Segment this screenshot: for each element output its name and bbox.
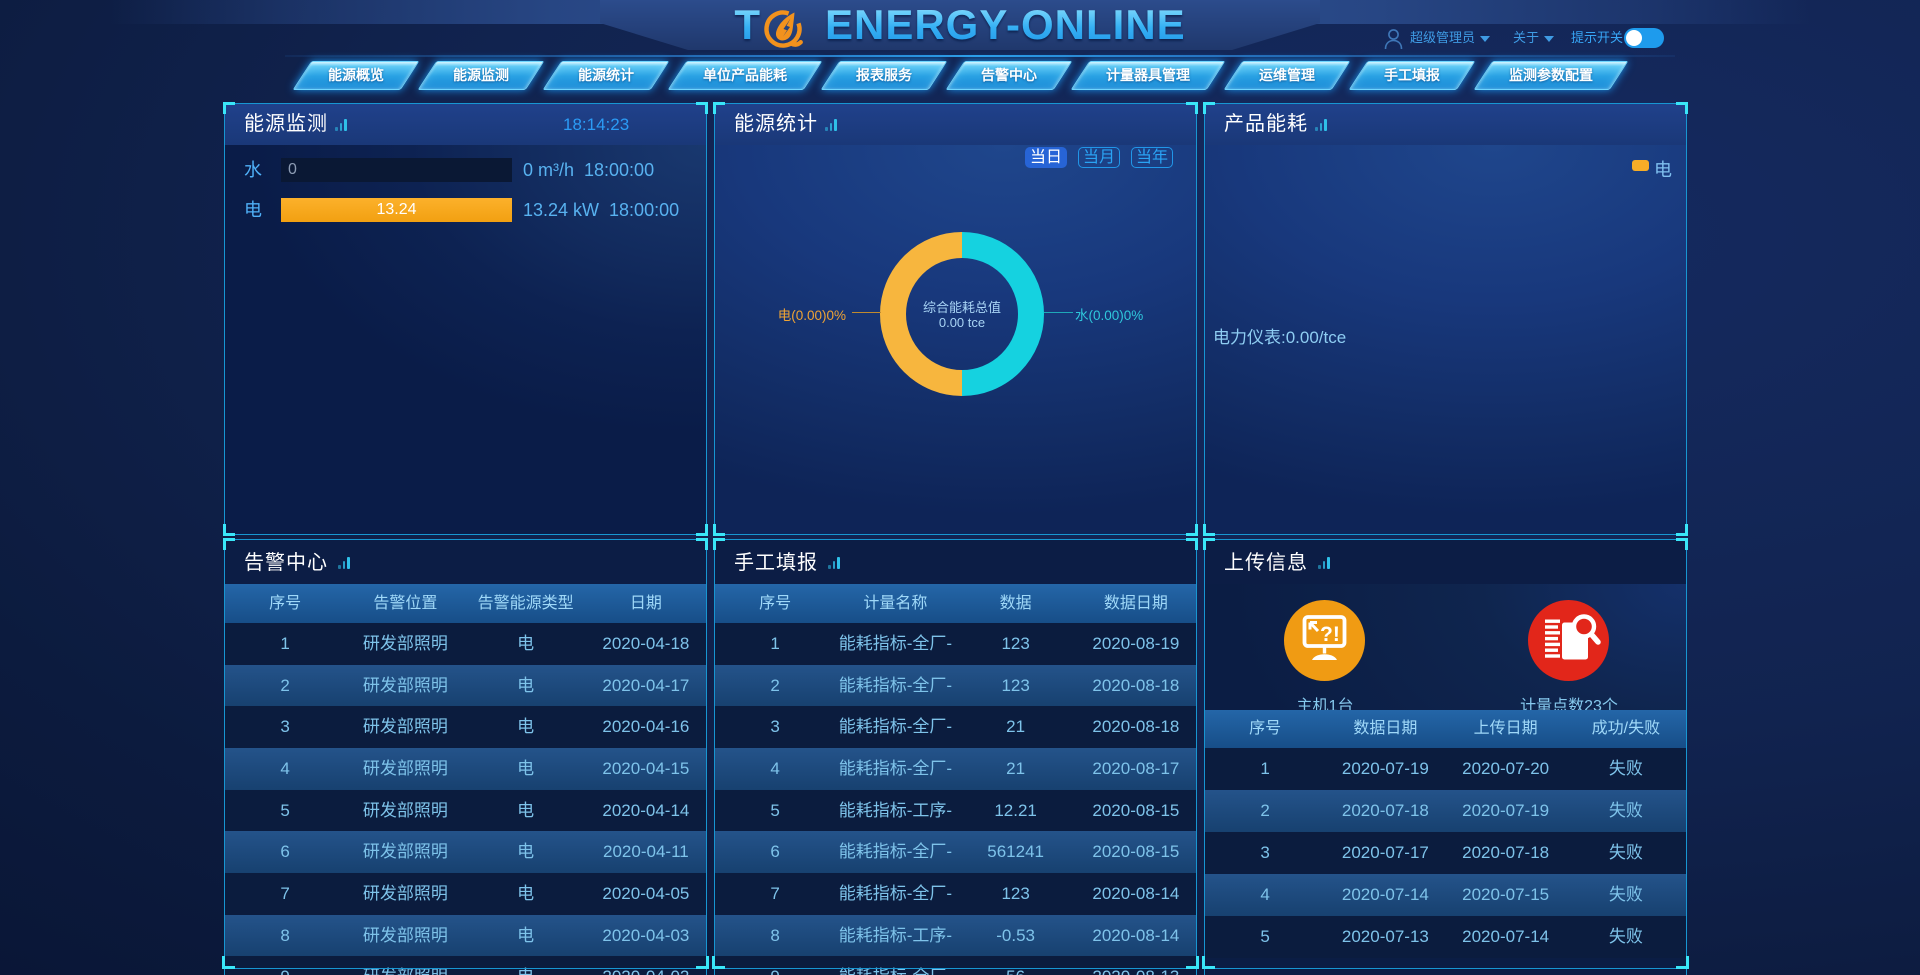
svg-text:?!: ?! bbox=[1320, 623, 1340, 646]
